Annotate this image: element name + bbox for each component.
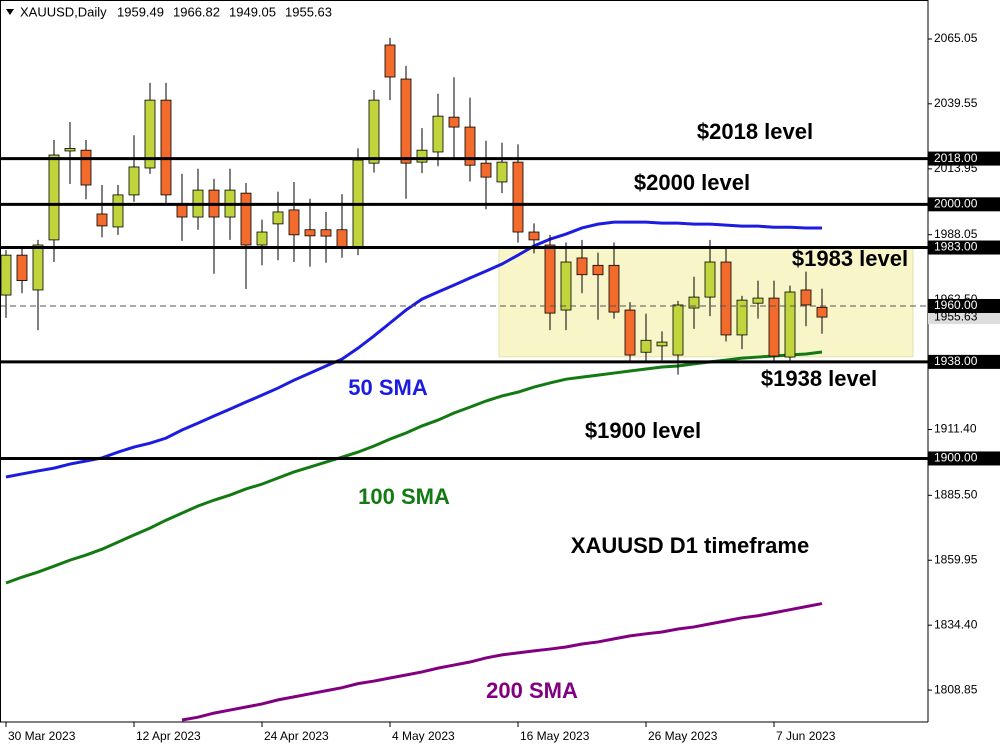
x-tick-label: 30 Mar 2023: [8, 729, 76, 743]
line-layer: [5, 220, 823, 722]
sma-line: [181, 602, 823, 722]
candle-body: [688, 296, 700, 309]
sma-label: 100 SMA: [358, 484, 450, 509]
candle-body: [640, 339, 652, 353]
candle-body: [288, 209, 300, 236]
level-annotation: $2018 level: [697, 119, 813, 144]
header-close: 1955.63: [285, 4, 332, 19]
candle-body: [656, 341, 668, 347]
text-layer: $2018 level $2000 level $1983 level $1938 l…: [348, 119, 908, 703]
level-price-label: 1983.00: [934, 240, 978, 254]
candle-body: [720, 261, 732, 336]
candle-body: [432, 115, 444, 153]
level-box: [928, 451, 1000, 466]
level-box: [928, 151, 1000, 166]
candle-body: [736, 299, 748, 336]
level-box: [928, 240, 1000, 255]
y-tick-label: 2039.55: [934, 96, 978, 110]
sma-line: [5, 220, 822, 479]
candle-body: [144, 99, 156, 169]
level-annotation: $2000 level: [634, 170, 750, 195]
marker-box: [928, 298, 1000, 313]
candle-body: [672, 304, 684, 356]
y-tick-label: 1885.50: [934, 487, 978, 501]
level-price-label: 2000.00: [934, 196, 978, 210]
x-tick-label: 24 Apr 2023: [264, 729, 329, 743]
candle-body: [256, 231, 268, 246]
candle-body: [32, 244, 44, 291]
y-tick-label: 1988.05: [934, 227, 978, 241]
candle-body: [752, 297, 764, 304]
candle-body: [496, 161, 508, 183]
x-tick-label: 7 Jun 2023: [776, 729, 836, 743]
candle-body: [416, 149, 428, 163]
candle-body: [112, 194, 124, 228]
x-tick-label: 4 May 2023: [392, 729, 455, 743]
chart-title: XAUUSD D1 timeframe: [571, 533, 809, 558]
candle-body: [800, 289, 812, 306]
symbol: XAUUSD,Daily: [20, 4, 107, 19]
y-tick-label: 2065.05: [934, 31, 978, 45]
y-tick-label: 1834.40: [934, 617, 978, 631]
candle-body: [320, 229, 332, 237]
candle-body: [704, 261, 716, 298]
x-tick-label: 26 May 2023: [648, 729, 718, 743]
candle-body: [560, 261, 572, 311]
level-annotation: $1900 level: [585, 418, 701, 443]
candle-body: [240, 192, 252, 246]
y-tick-label: 1859.95: [934, 552, 978, 566]
level-price-label: 1938.00: [934, 354, 978, 368]
candle-body: [160, 99, 172, 196]
level-price-label: 2018.00: [934, 151, 978, 165]
candle-body: [96, 213, 108, 227]
candle-body: [816, 306, 828, 318]
candle-body: [464, 126, 476, 166]
level-annotation: $1938 level: [761, 366, 877, 391]
candle-body: [592, 264, 604, 276]
menu-triangle[interactable]: [6, 9, 14, 15]
candle-body: [176, 204, 188, 218]
candle-body: [576, 257, 588, 276]
candle-body: [768, 297, 780, 357]
level-box: [928, 354, 1000, 369]
candle-body: [784, 291, 796, 358]
header-low: 1949.05: [229, 4, 276, 19]
candle-body: [336, 229, 348, 248]
candle-body: [128, 166, 140, 196]
candle-body: [304, 229, 316, 237]
candle-body: [544, 244, 556, 314]
x-tick-label: 12 Apr 2023: [136, 729, 201, 743]
current-price-box: [928, 310, 1000, 325]
y-tick-label: 1808.85: [934, 682, 978, 696]
candle-body: [368, 99, 380, 164]
candle-body: [0, 254, 12, 296]
candle-body: [480, 162, 492, 178]
candle-body: [80, 149, 92, 186]
candle-body: [528, 231, 540, 241]
candle-body: [448, 116, 460, 128]
candle-body: [608, 264, 620, 313]
header-open: 1959.49: [117, 4, 164, 19]
sma-label: 200 SMA: [486, 678, 578, 703]
sma-label: 50 SMA: [348, 375, 428, 400]
candle-body: [384, 44, 396, 78]
candle-body: [400, 78, 412, 164]
x-tick-label: 16 May 2023: [520, 729, 590, 743]
marker-label: 1960.00: [934, 298, 978, 312]
axis-layer: 2065.052039.552013.951988.051962.501911.…: [5, 31, 1000, 743]
candle-body: [16, 254, 28, 281]
level-annotation: $1983 level: [792, 246, 908, 271]
level-box: [928, 197, 1000, 212]
level-layer: [0, 157, 928, 460]
sma-line: [5, 350, 823, 585]
level-price-label: 1900.00: [934, 451, 978, 465]
y-tick-label: 1911.40: [934, 422, 977, 436]
candle-body: [64, 148, 76, 152]
header-high: 1966.82: [173, 4, 220, 19]
candle-body: [272, 211, 284, 225]
candle-body: [624, 309, 636, 356]
candle-body: [48, 154, 60, 241]
candle-body: [512, 161, 524, 233]
